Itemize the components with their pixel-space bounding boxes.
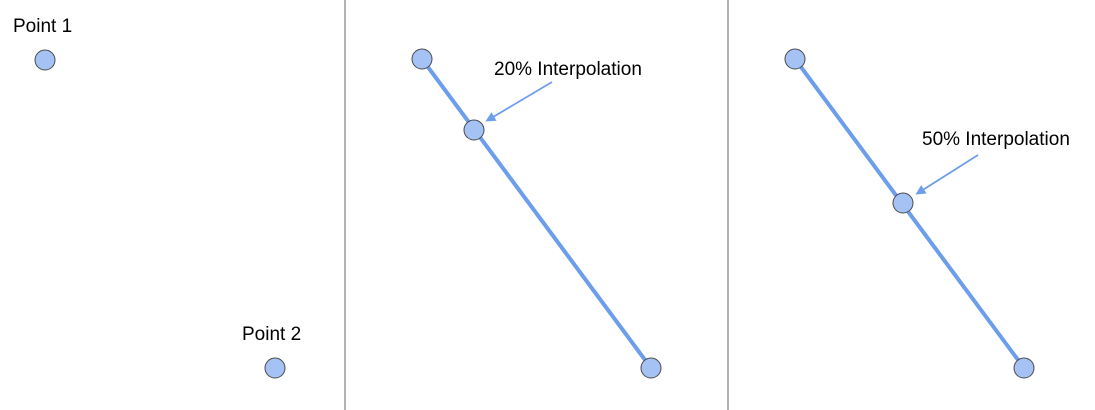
annotation-label: 50% Interpolation (922, 129, 1070, 150)
panel-interpolation-50: 50% Interpolation (784, 48, 1070, 379)
interpolation-line (793, 57, 1026, 370)
interpolated-point (892, 192, 914, 214)
panel-points: Point 1 Point 2 (13, 16, 301, 379)
end-point (640, 357, 662, 379)
end-point (1013, 357, 1035, 379)
point-2-label: Point 2 (242, 324, 301, 345)
point-1 (34, 49, 56, 71)
annotation-arrow (485, 81, 553, 122)
point-1-label: Point 1 (13, 16, 72, 37)
point-2 (264, 357, 286, 379)
start-point (411, 48, 433, 70)
interpolation-line (420, 57, 653, 370)
start-point (784, 48, 806, 70)
annotation-arrow (915, 154, 979, 195)
annotation-label: 20% Interpolation (494, 59, 642, 80)
interpolated-point (463, 119, 485, 141)
panel-interpolation-20: 20% Interpolation (411, 48, 662, 379)
